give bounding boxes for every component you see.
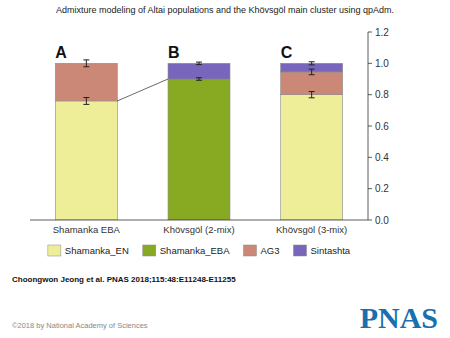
x-axis xyxy=(30,220,368,221)
error-bar xyxy=(309,92,315,98)
y-tick-label: 0.0 xyxy=(375,215,389,226)
error-bar xyxy=(309,69,315,75)
legend-label: AG3 xyxy=(260,245,279,256)
plot-area xyxy=(55,63,342,220)
y-tick xyxy=(368,220,372,221)
bar-segment xyxy=(55,101,117,220)
bar-segment xyxy=(281,95,343,220)
error-bar xyxy=(196,62,202,65)
error-bar xyxy=(83,60,89,67)
y-tick xyxy=(368,157,372,158)
legend-label: Sintashta xyxy=(311,245,351,256)
y-tick xyxy=(368,32,372,33)
error-bar xyxy=(196,78,202,81)
y-tick-label: 0.4 xyxy=(375,152,389,163)
legend-swatch xyxy=(294,245,307,256)
bar-segment xyxy=(168,79,230,220)
bar-segment xyxy=(168,63,230,79)
bar-segment xyxy=(55,63,117,101)
legend-label: Shamanka_EN xyxy=(65,245,129,256)
x-tick-label: Khövsgöl (3-mix) xyxy=(276,224,347,235)
panel-label: C xyxy=(281,44,293,61)
copyright: ©2018 by National Academy of Sciences xyxy=(12,321,148,330)
citation: Choongwon Jeong et al. PNAS 2018;115:48:… xyxy=(12,275,236,284)
y-tick-label: 1.2 xyxy=(375,27,389,38)
connector xyxy=(117,79,168,101)
legend-label: Shamanka_EBA xyxy=(160,245,230,256)
x-tick-label: Khövsgöl (2-mix) xyxy=(163,224,234,235)
legend-swatch xyxy=(143,245,156,256)
legend-swatch xyxy=(243,245,256,256)
error-bars xyxy=(83,60,314,104)
chart: Admixture modeling of Altai populations … xyxy=(0,0,450,338)
y-tick xyxy=(368,126,372,127)
y-tick-label: 1.0 xyxy=(375,58,389,69)
error-bar xyxy=(83,97,89,104)
logo: PNAS xyxy=(360,301,438,334)
title: Admixture modeling of Altai populations … xyxy=(56,5,394,15)
legend: Shamanka_EN Shamanka_EBA AG3 Sintashta xyxy=(48,245,351,256)
x-tick-label: Shamanka EBA xyxy=(53,224,121,235)
legend-swatch xyxy=(48,245,61,256)
y-tick-label: 0.6 xyxy=(375,121,389,132)
y-tick-label: 0.8 xyxy=(375,89,389,100)
error-bar xyxy=(309,62,315,65)
y-tick-label: 0.2 xyxy=(375,183,389,194)
y-tick xyxy=(368,63,372,64)
y-tick xyxy=(368,188,372,189)
panel-label: A xyxy=(55,44,67,61)
panel-label: B xyxy=(168,44,180,61)
y-tick xyxy=(368,94,372,95)
